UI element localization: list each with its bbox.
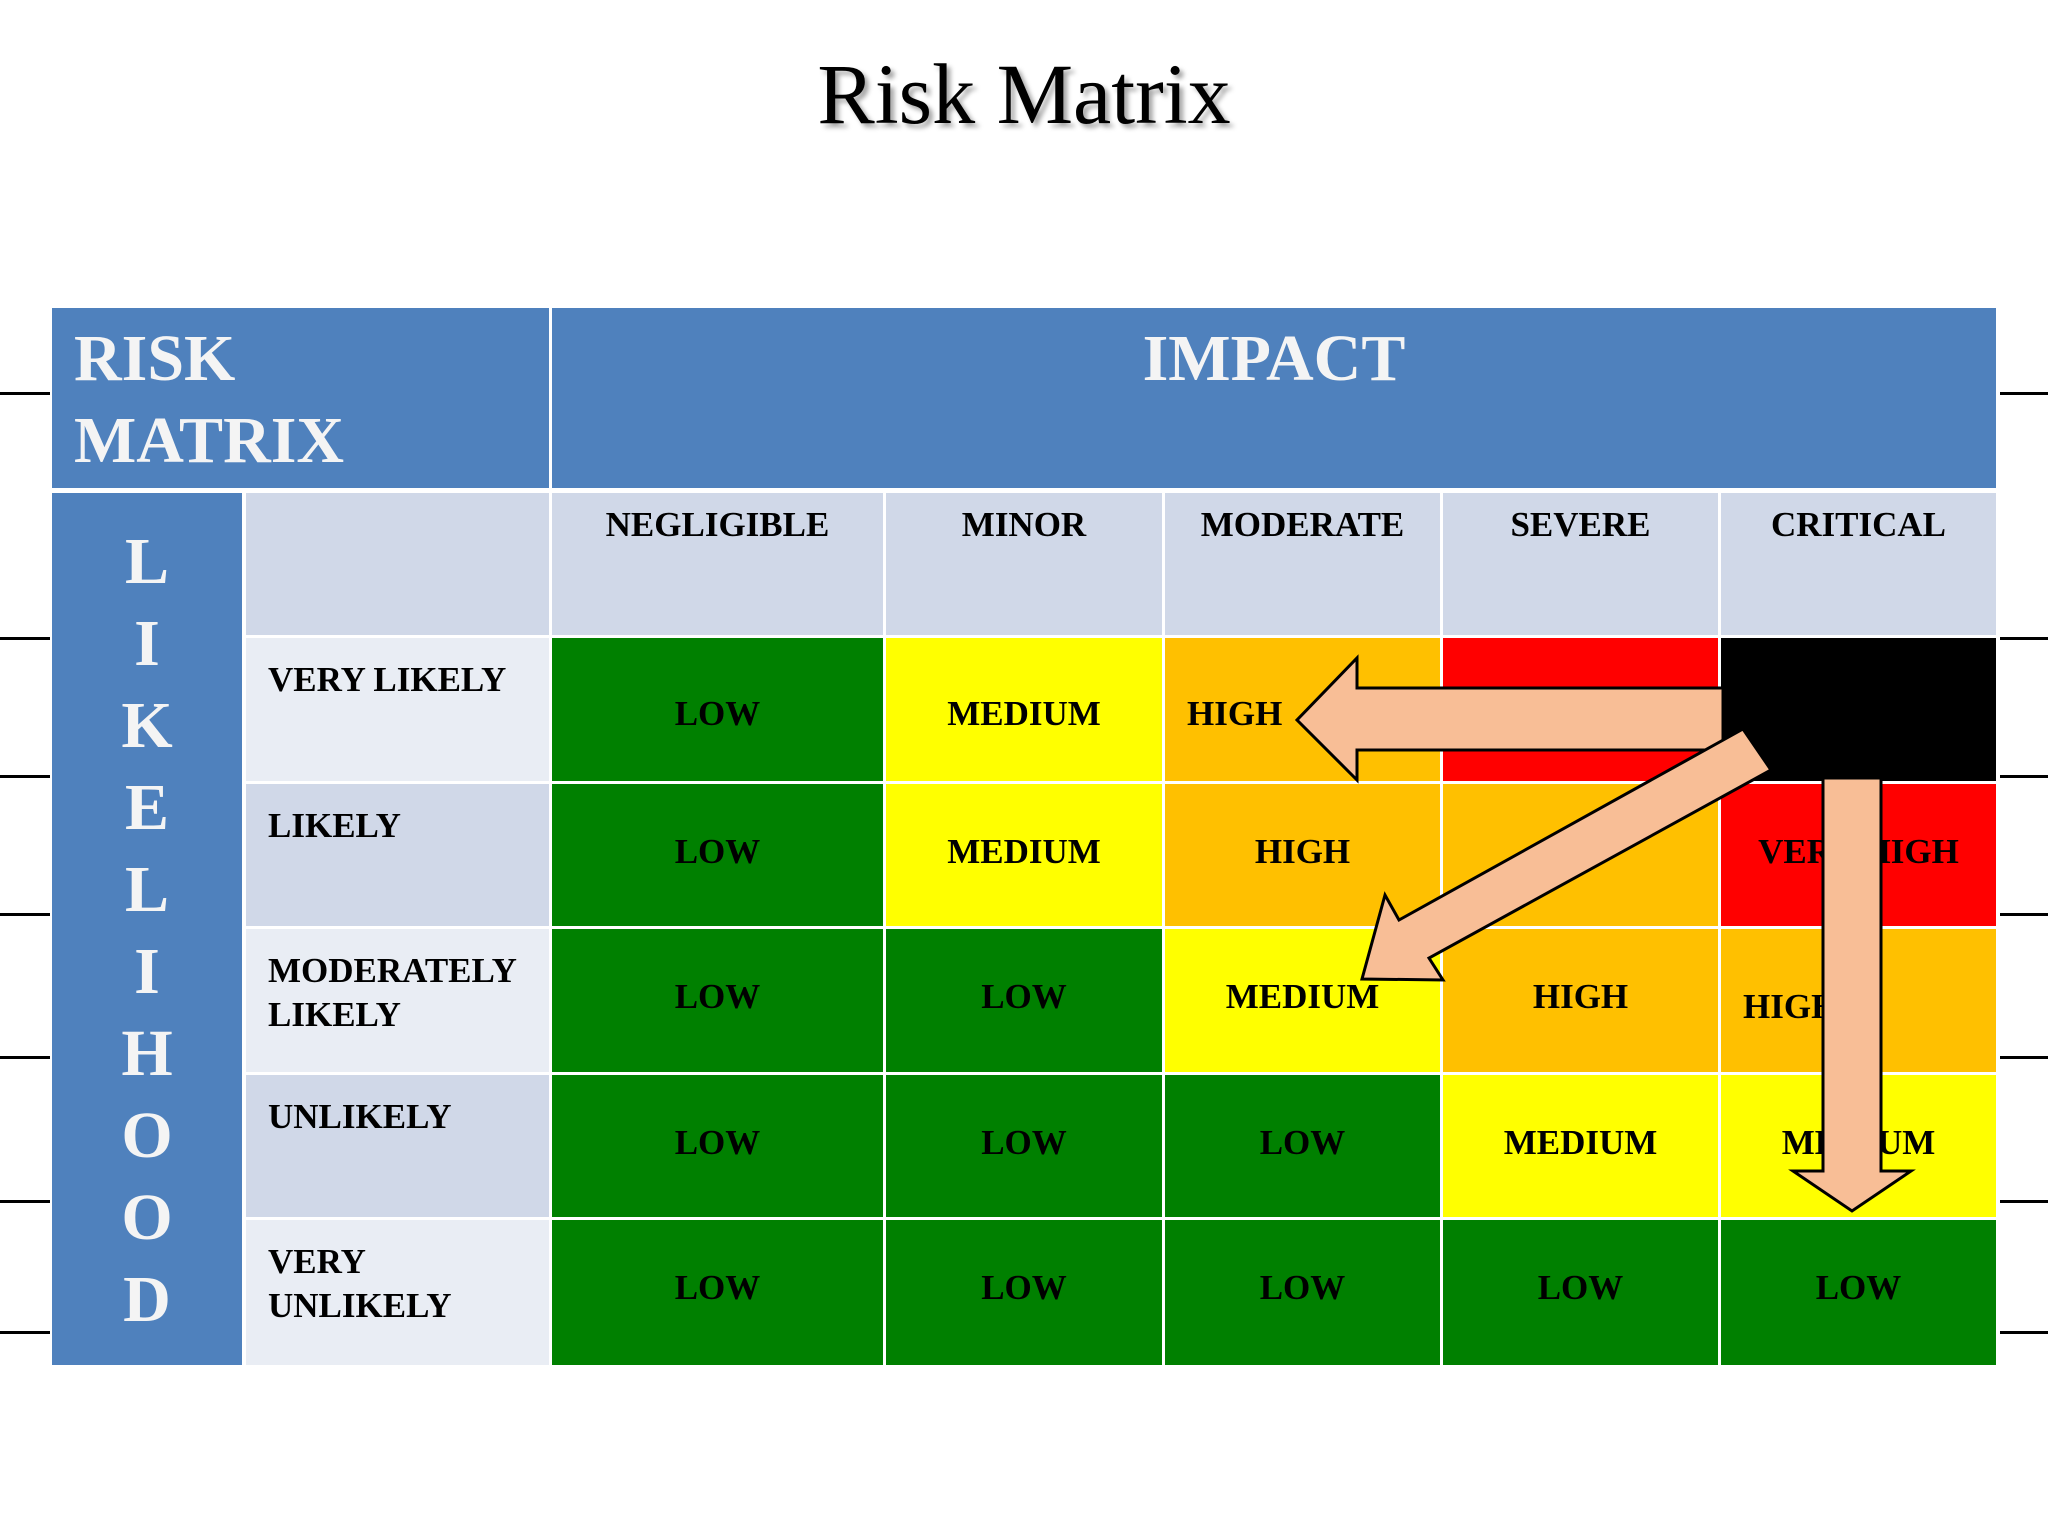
- left-rule-line: [0, 1200, 50, 1203]
- row-label-line: VERY: [268, 1242, 366, 1281]
- risk-cell: LOW: [552, 638, 883, 781]
- likelihood-letter: O: [121, 1099, 173, 1172]
- row-label-line: UNLIKELY: [268, 1286, 452, 1325]
- slide-title: Risk Matrix: [817, 46, 1231, 142]
- risk-cell: [1443, 638, 1718, 781]
- likelihood-row-unlikely: UNLIKELY: [246, 1075, 549, 1217]
- right-rule-line: [2000, 1200, 2048, 1203]
- likelihood-letter: K: [121, 689, 173, 762]
- risk-cell: VERY HIGH: [1721, 784, 1996, 926]
- risk-cell: [1721, 638, 1996, 781]
- risk-cell: MEDIUM: [886, 784, 1162, 926]
- risk-cell: MEDIUM: [886, 638, 1162, 781]
- risk-cell: LOW: [1165, 1075, 1440, 1217]
- row-label-line: MODERATELY: [268, 951, 517, 990]
- right-rule-line: [2000, 1331, 2048, 1334]
- risk-cell: MEDIUM: [1165, 929, 1440, 1072]
- corner-title-line-2: MATRIX: [74, 404, 345, 477]
- risk-cell: LOW: [552, 1220, 883, 1365]
- impact-column-critical: CRITICAL: [1721, 493, 1996, 635]
- risk-cell: LOW: [1443, 1220, 1718, 1365]
- impact-column-negligible: NEGLIGIBLE: [552, 493, 883, 635]
- left-rule-line: [0, 775, 50, 778]
- left-rule-line: [0, 913, 50, 916]
- right-rule-line: [2000, 775, 2048, 778]
- row-label-line: LIKELY: [268, 806, 401, 845]
- impact-column-moderate: MODERATE: [1165, 493, 1440, 635]
- impact-column-minor: MINOR: [886, 493, 1162, 635]
- likelihood-letter: L: [124, 525, 170, 598]
- left-rule-line: [0, 1056, 50, 1059]
- likelihood-row-very-unlikely: VERY UNLIKELY: [246, 1220, 549, 1365]
- likelihood-axis-label: L I K E L I H O O D: [52, 493, 242, 1365]
- risk-cell: HIGH: [1165, 638, 1440, 781]
- risk-cell: LOW: [552, 929, 883, 1072]
- risk-cell: HIGH: [1721, 929, 1996, 1072]
- risk-cell: LOW: [886, 929, 1162, 1072]
- likelihood-letter: H: [121, 1017, 173, 1090]
- likelihood-letter: I: [134, 935, 160, 1008]
- right-rule-line: [2000, 637, 2048, 640]
- likelihood-row-likely: LIKELY: [246, 784, 549, 926]
- risk-cell: MEDIUM: [1443, 1075, 1718, 1217]
- risk-cell: HIGH: [1443, 929, 1718, 1072]
- risk-cell: LOW: [552, 1075, 883, 1217]
- likelihood-letter: D: [123, 1263, 171, 1336]
- left-rule-line: [0, 1331, 50, 1334]
- risk-cell: MEDIUM: [1721, 1075, 1996, 1217]
- corner-title-line-1: RISK: [74, 322, 236, 395]
- likelihood-letter: O: [121, 1181, 173, 1254]
- row-label-line: LIKELY: [268, 995, 401, 1034]
- risk-cell: LOW: [886, 1220, 1162, 1365]
- right-rule-line: [2000, 392, 2048, 395]
- right-rule-line: [2000, 913, 2048, 916]
- likelihood-letter: I: [134, 607, 160, 680]
- risk-cell: LOW: [1721, 1220, 1996, 1365]
- likelihood-row-moderately-likely: MODERATELY LIKELY: [246, 929, 549, 1072]
- right-rule-line: [2000, 1056, 2048, 1059]
- matrix-corner-title: RISK MATRIX: [52, 308, 549, 488]
- impact-column-severe: SEVERE: [1443, 493, 1718, 635]
- risk-cell: LOW: [552, 784, 883, 926]
- risk-cell: LOW: [886, 1075, 1162, 1217]
- risk-cell: HIGH: [1165, 784, 1440, 926]
- likelihood-letter: E: [124, 771, 170, 844]
- likelihood-row-very-likely: VERY LIKELY: [246, 638, 549, 781]
- blank-header-cell: [246, 493, 549, 635]
- risk-cell: LOW: [1165, 1220, 1440, 1365]
- risk-cell: [1443, 784, 1718, 926]
- impact-header: IMPACT: [552, 308, 1996, 488]
- row-label-line: VERY LIKELY: [268, 660, 507, 699]
- row-label-line: UNLIKELY: [268, 1097, 452, 1136]
- left-rule-line: [0, 637, 50, 640]
- left-rule-line: [0, 392, 50, 395]
- likelihood-letter: L: [124, 853, 170, 926]
